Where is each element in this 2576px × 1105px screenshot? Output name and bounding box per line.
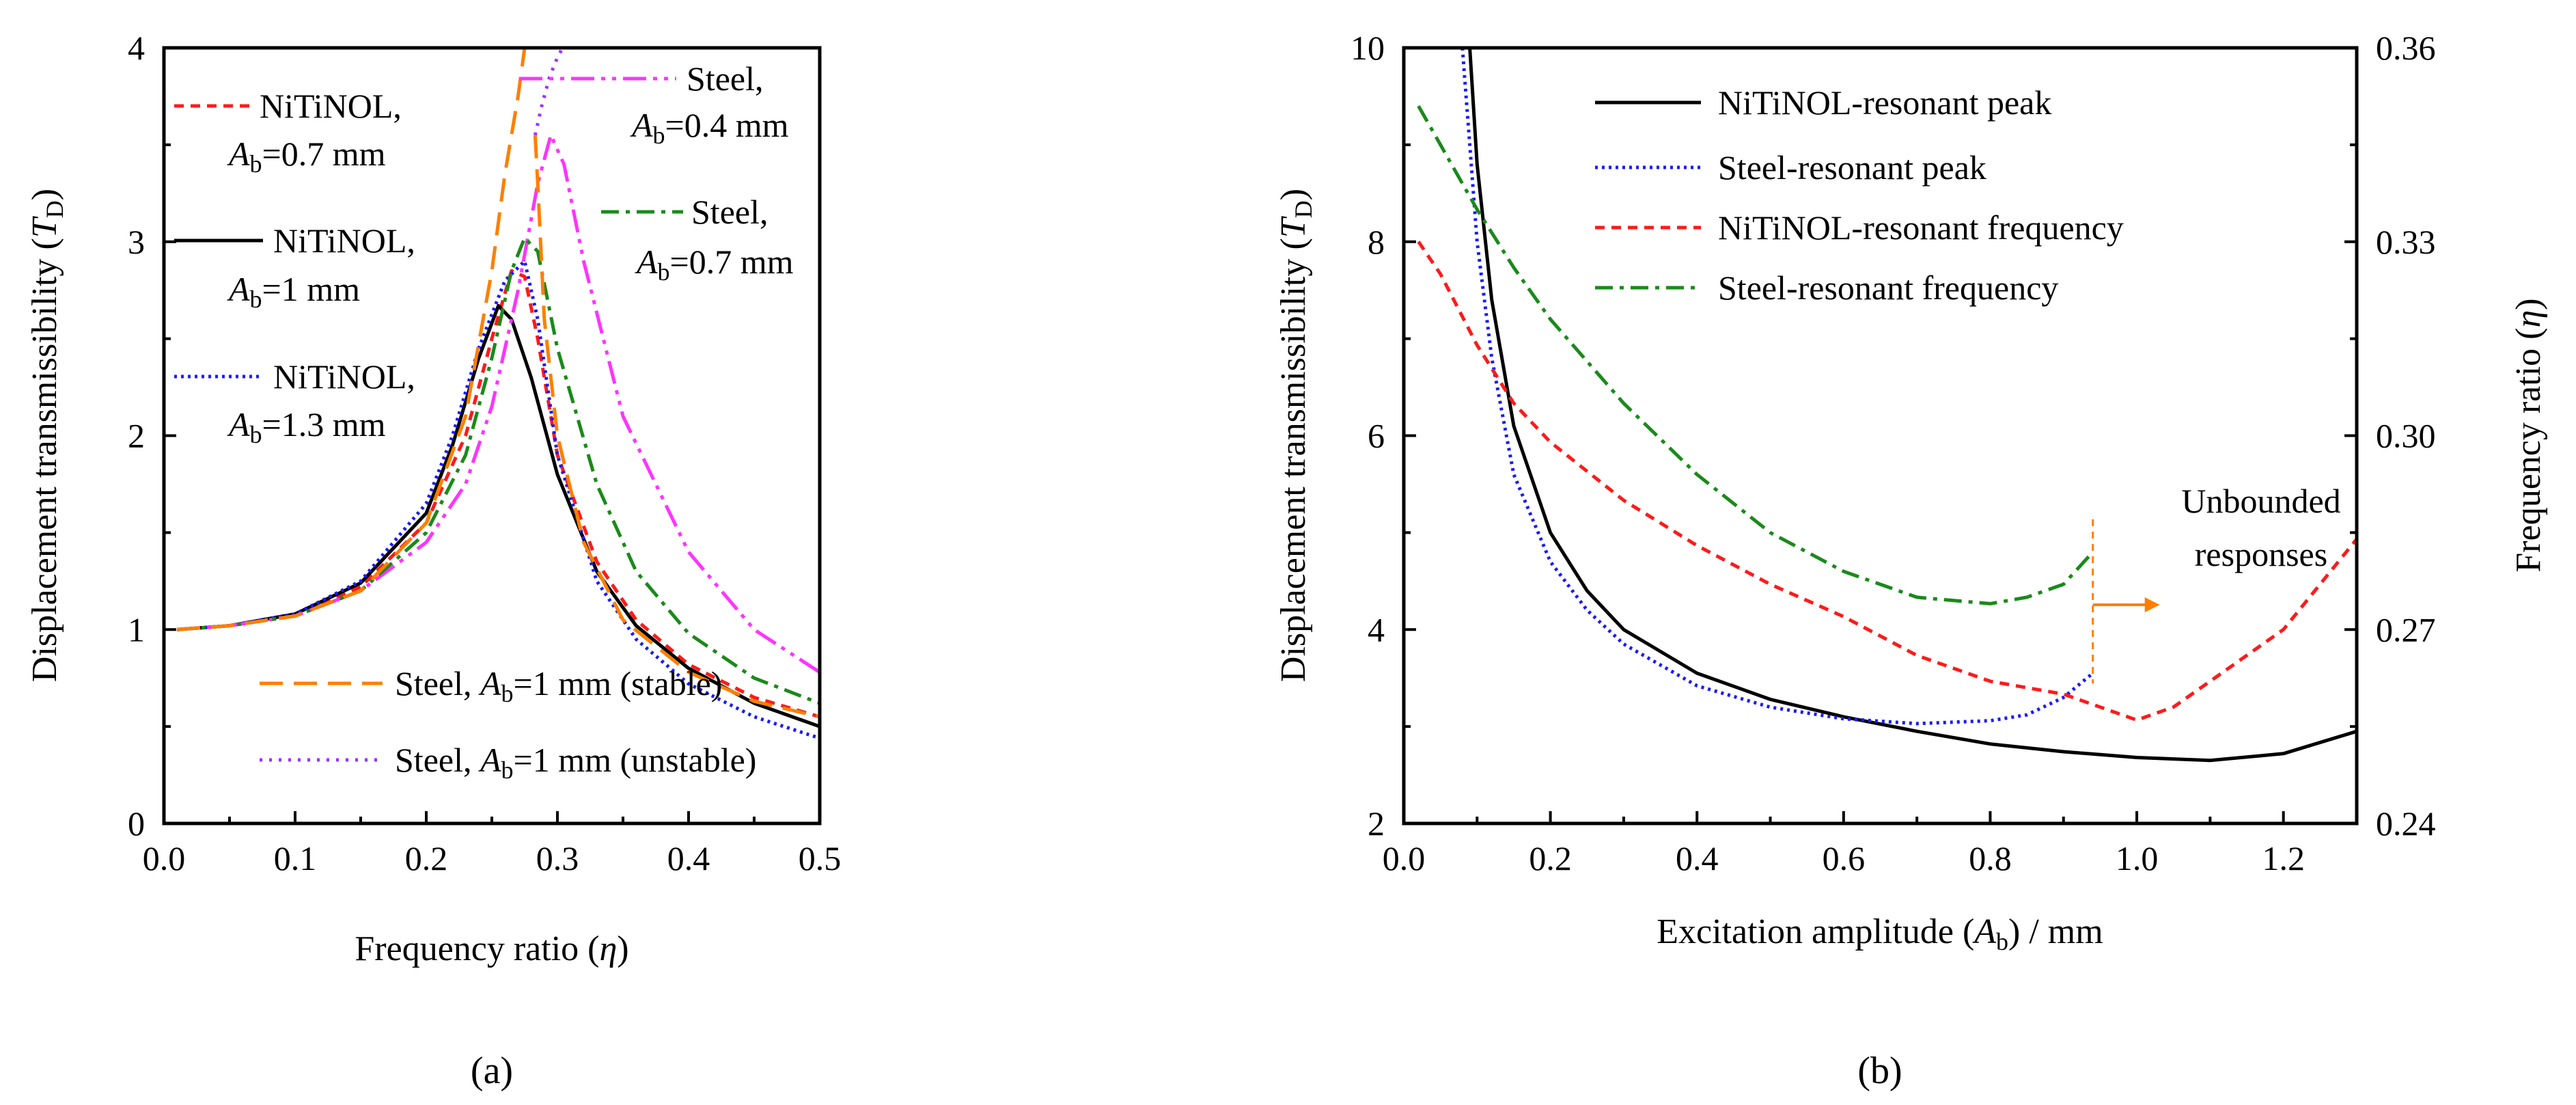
chart-b-ticks: 0.0 0.2 0.4 0.6 0.8 1.0 1.2 2 4 6 8 10 0.24 0.27 0.30 0…	[1351, 29, 2436, 877]
chart-a-legend-steel-1-stable: Steel, Ab=1 mm (stable)	[395, 664, 722, 707]
chart-b-y-left-tick-label: 2	[1368, 804, 1385, 843]
chart-b-x-tick-label: 0.8	[1969, 839, 2012, 877]
chart-a-series-steel-ab-1-mm-stable	[177, 47, 527, 631]
chart-b-plot-frame	[1402, 46, 2359, 826]
chart-b-y-right-tick-label: 0.27	[2376, 610, 2436, 649]
chart-b-x-axis-title: Excitation amplitude (Ab) / mm	[1657, 912, 2103, 955]
chart-a-y-tick-label: 0	[128, 804, 145, 843]
chart-b-x-tick-label: 1.2	[2262, 839, 2305, 877]
chart-b-y-right-tick-label: 0.30	[2376, 417, 2436, 455]
chart-b-annotation: Unbounded responses	[2092, 482, 2341, 683]
chart-a-series-nitinol-ab-1-mm	[177, 303, 820, 728]
chart-a-legend-nitinol-1-amp: Ab=1 mm	[227, 270, 360, 313]
chart-b-y-left-tick-label: 4	[1368, 610, 1385, 649]
chart-b: 0.0 0.2 0.4 0.6 0.8 1.0 1.2 2 4 6 8 10 0.24 0.27 0.30 0…	[1274, 29, 2548, 1092]
chart-b-series-steel-resonant-peak	[1460, 47, 2094, 726]
chart-b-legend-nitinol-frequency: NiTiNOL-resonant frequency	[1718, 208, 2124, 247]
chart-a-series-nitinol-ab-0-7-mm	[177, 269, 820, 719]
chart-a-legend-nitinol-13-amp: Ab=1.3 mm	[227, 405, 386, 448]
chart-b-x-tick-label: 0.4	[1676, 839, 1719, 877]
chart-a-legend-steel-04: Steel,	[687, 59, 763, 98]
chart-b-series-steel-resonant-frequency	[1417, 105, 2094, 605]
chart-b-series-nitinol-resonant-frequency	[1417, 241, 2358, 722]
chart-a-series-steel-ab-1-mm-unstable	[533, 46, 564, 136]
responses-label: responses	[2195, 535, 2327, 573]
chart-a-ticks: 0.0 0.1 0.2 0.3 0.4 0.5 0 1 2 3 4	[128, 29, 841, 877]
chart-a-x-tick-label: 0.1	[274, 839, 317, 877]
chart-b-y-left-tick-label: 6	[1368, 417, 1385, 455]
chart-b-y-axis-left-title: Displacement transmissibility (TD)	[1274, 189, 1317, 682]
chart-b-legend-steel-frequency: Steel-resonant frequency	[1718, 269, 2058, 307]
chart-b-x-tick-label: 1.0	[2116, 839, 2159, 877]
chart-a-plot-frame	[162, 46, 822, 826]
chart-b-y-right-tick-label: 0.24	[2376, 804, 2436, 843]
chart-b-y-right-tick-label: 0.36	[2376, 29, 2436, 67]
chart-a-legend-steel-1-unstable: Steel, Ab=1 mm (unstable)	[395, 741, 756, 784]
chart-a-x-tick-label: 0.3	[536, 839, 579, 877]
chart-a-series-nitinol-ab-1-3-mm	[177, 259, 820, 740]
panel-label-a: (a)	[471, 1050, 513, 1092]
chart-a-legend-nitinol-07-amp: Ab=0.7 mm	[227, 135, 386, 178]
chart-a-legend-nitinol-1: NiTiNOL,	[273, 221, 415, 260]
chart-b-y-left-tick-label: 8	[1368, 223, 1385, 261]
chart-a-y-tick-label: 3	[128, 223, 145, 261]
chart-b-legend-nitinol-peak: NiTiNOL-resonant peak	[1718, 83, 2051, 122]
chart-b-y-right-tick-label: 0.33	[2376, 223, 2436, 261]
chart-a-x-axis-title: Frequency ratio (η)	[355, 929, 628, 968]
chart-b-x-tick-label: 0.0	[1383, 839, 1426, 877]
chart-a-legend-nitinol-13: NiTiNOL,	[273, 357, 415, 396]
chart-a: 0.0 0.1 0.2 0.3 0.4 0.5 0 1 2 3 4 Frequency ratio …	[25, 29, 841, 1092]
panel-label-b: (b)	[1857, 1050, 1902, 1092]
chart-a-series-steel-ab-1-mm-stable-lower-branch	[533, 135, 820, 719]
chart-b-x-tick-label: 0.6	[1823, 839, 1866, 877]
chart-a-x-tick-label: 0.5	[799, 839, 842, 877]
unbounded-label: Unbounded	[2181, 482, 2340, 520]
chart-a-y-tick-label: 4	[128, 29, 145, 67]
chart-a-x-tick-label: 0.4	[667, 839, 710, 877]
chart-b-series-nitinol-resonant-peak	[1468, 47, 2357, 763]
chart-a-legend-steel-04-amp: Ab=0.4 mm	[630, 106, 789, 149]
chart-a-curves	[177, 46, 821, 740]
chart-b-y-left-tick-label: 10	[1351, 29, 1385, 67]
unbounded-arrow-head	[2144, 597, 2160, 612]
chart-a-legend: NiTiNOL, Ab=0.7 mm NiTiNOL, Ab=1 mm NiTi…	[174, 59, 794, 784]
chart-b-y-axis-right-title: Frequency ratio (η)	[2509, 298, 2548, 572]
chart-b-curves	[1417, 47, 2358, 763]
chart-b-x-tick-label: 0.2	[1529, 839, 1572, 877]
chart-a-y-tick-label: 1	[128, 610, 145, 649]
chart-a-x-tick-label: 0.2	[405, 839, 448, 877]
chart-a-y-tick-label: 2	[128, 417, 145, 455]
chart-a-legend-steel-07: Steel,	[691, 193, 768, 231]
chart-b-legend: NiTiNOL-resonant peak Steel-resonant pea…	[1595, 83, 2124, 307]
chart-a-y-axis-title: Displacement transmissibility (TD)	[25, 189, 68, 682]
chart-a-legend-nitinol-07: NiTiNOL,	[260, 87, 402, 125]
chart-a-legend-steel-07-amp: Ab=0.7 mm	[635, 243, 794, 286]
chart-a-x-tick-label: 0.0	[143, 839, 186, 877]
chart-b-legend-steel-peak: Steel-resonant peak	[1718, 148, 1986, 187]
